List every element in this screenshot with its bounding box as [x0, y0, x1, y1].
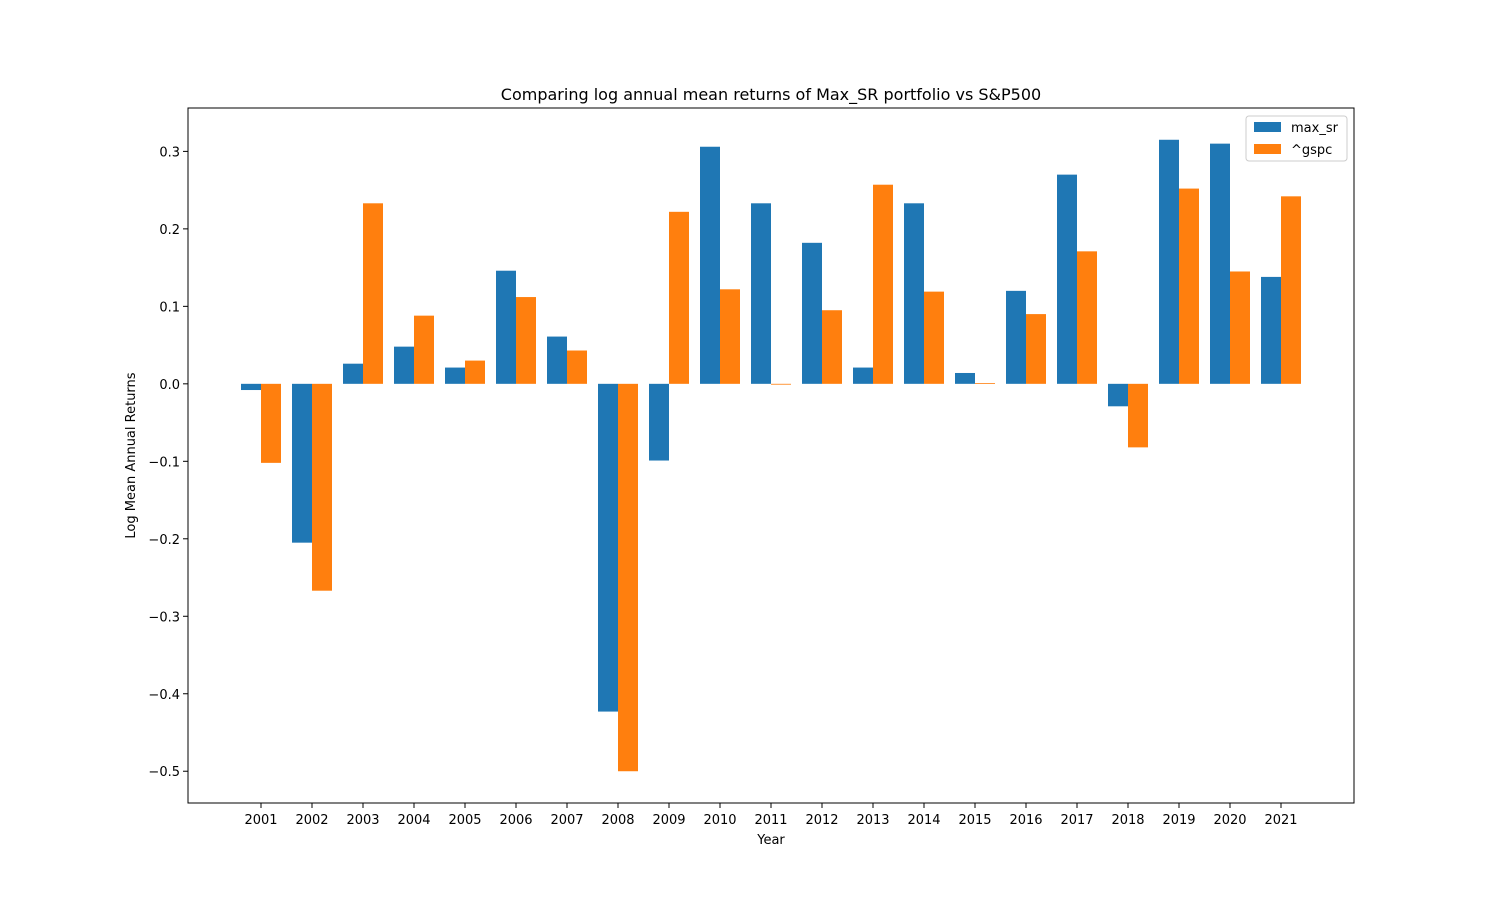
bar-maxsr-2011	[751, 203, 771, 384]
bar-gspc-2012	[822, 310, 842, 384]
y-tick-label: 0.1	[159, 300, 180, 315]
bar-maxsr-2015	[955, 372, 975, 384]
x-tick-label: 2001	[244, 813, 277, 828]
bar-gspc-2015	[975, 383, 995, 384]
bar-gspc-2003	[363, 203, 383, 384]
bar-maxsr-2007	[547, 336, 567, 384]
bar-gspc-2016	[1026, 314, 1046, 384]
bar-gspc-2014	[924, 291, 944, 384]
bar-gspc-2020	[1230, 271, 1250, 384]
bar-maxsr-2006	[496, 270, 516, 384]
bar-maxsr-2004	[394, 346, 414, 384]
bar-gspc-2021	[1281, 196, 1301, 384]
bar-maxsr-2019	[1159, 139, 1179, 384]
x-tick-label: 2003	[346, 813, 379, 828]
bar-maxsr-2002	[292, 383, 312, 543]
x-tick-label: 2007	[550, 813, 583, 828]
bar-gspc-2011	[771, 383, 791, 385]
bar-maxsr-2012	[802, 242, 822, 384]
bar-gspc-2002	[312, 383, 332, 591]
y-axis-title: Log Mean Annual Returns	[124, 372, 139, 538]
x-tick-label: 2019	[1162, 813, 1195, 828]
bar-gspc-2017	[1077, 251, 1097, 384]
bar-maxsr-2017	[1057, 174, 1077, 384]
x-axis-title: Year	[756, 833, 785, 848]
x-tick-label: 2021	[1264, 813, 1297, 828]
bar-gspc-2010	[720, 289, 740, 384]
y-tick-label: 0.3	[159, 145, 180, 160]
bar-gspc-2007	[567, 350, 587, 384]
legend-swatch	[1254, 122, 1281, 132]
bar-maxsr-2009	[649, 383, 669, 461]
bar-gspc-2001	[261, 383, 281, 463]
x-tick-label: 2009	[652, 813, 685, 828]
bar-gspc-2018	[1128, 383, 1148, 448]
bar-gspc-2004	[414, 315, 434, 384]
legend-swatch	[1254, 144, 1281, 154]
x-axis: 2001 2002 2003 2004 2005 2006 2007 2008 2009 2010…	[244, 803, 1298, 828]
bar-maxsr-2010	[700, 146, 720, 384]
bar-maxsr-2018	[1108, 383, 1128, 407]
bar-gspc-2008	[618, 383, 638, 772]
y-tick-label: −0.3	[148, 610, 180, 625]
y-tick-label: −0.5	[148, 765, 180, 780]
x-tick-label: 2015	[958, 813, 991, 828]
legend-label: max_sr	[1291, 121, 1339, 136]
x-tick-label: 2012	[805, 813, 838, 828]
x-tick-label: 2020	[1213, 813, 1246, 828]
bar-maxsr-2021	[1261, 276, 1281, 384]
bar-gspc-2013	[873, 184, 893, 384]
bar-maxsr-2003	[343, 363, 363, 384]
x-tick-label: 2016	[1009, 813, 1042, 828]
x-tick-label: 2002	[295, 813, 328, 828]
y-tick-label: −0.1	[148, 455, 180, 470]
bar-gspc-2006	[516, 297, 536, 384]
bar-maxsr-2013	[853, 367, 873, 384]
bar-gspc-2019	[1179, 188, 1199, 384]
legend: max_sr ^gspc	[1245, 115, 1348, 162]
x-tick-label: 2011	[754, 813, 787, 828]
bar-maxsr-2014	[904, 203, 924, 384]
bar-maxsr-2016	[1006, 290, 1026, 384]
bar-maxsr-2001	[241, 383, 261, 391]
y-tick-label: 0.2	[159, 223, 180, 238]
x-tick-label: 2005	[448, 813, 481, 828]
bar-maxsr-2020	[1210, 143, 1230, 384]
bar-gspc-2009	[669, 211, 689, 384]
x-tick-label: 2017	[1060, 813, 1093, 828]
bar-maxsr-2005	[445, 367, 465, 384]
x-tick-label: 2008	[601, 813, 634, 828]
bar-gspc-2005	[465, 360, 485, 384]
x-tick-label: 2006	[499, 813, 532, 828]
bar-maxsr-2008	[598, 383, 618, 712]
x-tick-label: 2010	[703, 813, 736, 828]
chart-title: Comparing log annual mean returns of Max…	[501, 85, 1041, 105]
bars-group	[241, 139, 1301, 772]
y-tick-label: −0.4	[148, 688, 180, 703]
x-tick-label: 2018	[1111, 813, 1144, 828]
y-axis: −0.5 −0.4 −0.3 −0.2 −0.1 0.0 0.1 0.2 0.3	[148, 145, 188, 780]
x-tick-label: 2014	[907, 813, 940, 828]
y-tick-label: −0.2	[148, 533, 180, 548]
y-tick-label: 0.0	[159, 378, 180, 393]
x-tick-label: 2004	[397, 813, 430, 828]
x-tick-label: 2013	[856, 813, 889, 828]
legend-label: ^gspc	[1291, 143, 1332, 158]
